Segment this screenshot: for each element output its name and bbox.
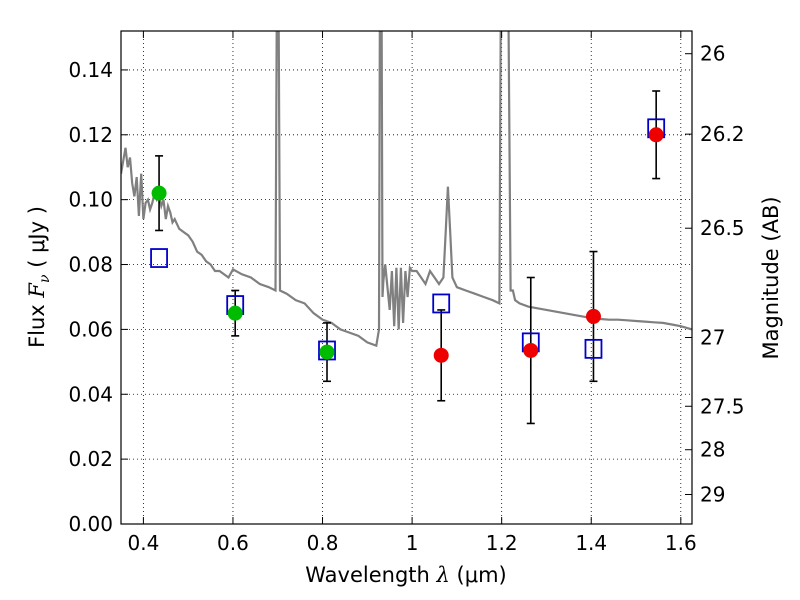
x-tick-label: 0.6: [217, 531, 249, 555]
nir-detections-point: [648, 127, 664, 143]
y-axis-label: Flux Fν ( μJy ): [25, 206, 53, 348]
x-tick-label: 1.4: [575, 531, 607, 555]
x-axis-ticks: 0.4 0.6 0.8 1 1.2 1.4 1.6: [127, 31, 697, 555]
magnitude-tick-label: 27.5: [700, 394, 745, 418]
magnitude-tick-label: 29: [700, 482, 725, 506]
y-tick-label: 0.14: [68, 58, 113, 82]
magnitude-tick-label: 26.5: [700, 216, 745, 240]
model-spectrum-line: [121, 31, 692, 348]
y-tick-label: 0.04: [68, 382, 113, 406]
x-tick-label: 0.8: [307, 531, 339, 555]
x-tick-label: 1.6: [665, 531, 697, 555]
y-tick-label: 0.12: [68, 123, 113, 147]
detection-points: [151, 127, 664, 363]
y-tick-label: 0.08: [68, 253, 113, 277]
magnitude-tick-label: 28: [700, 438, 725, 462]
y-axis-ticks: 0.00 0.02 0.04 0.06 0.08 0.10 0.12 0.14: [68, 58, 128, 536]
magnitude-axis-label: Magnitude (AB): [759, 196, 783, 359]
y-tick-label: 0.00: [68, 512, 113, 536]
model-photometry-square: [584, 338, 603, 359]
optical-detections-point: [319, 344, 335, 360]
nir-detections-point: [433, 347, 449, 363]
nir-detections-point: [523, 342, 539, 358]
x-tick-label: 1: [406, 531, 419, 555]
magnitude-axis-ticks: 26 26.2 26.5 27 27.5 28 29: [685, 42, 745, 506]
plot-frame: [120, 30, 693, 525]
x-axis-lambda: λ: [436, 563, 450, 587]
y-tick-label: 0.02: [68, 447, 113, 471]
model-photometry-square: [432, 293, 451, 314]
y-tick-label: 0.06: [68, 317, 113, 341]
model-photometry-square: [150, 248, 168, 268]
nir-detections-point: [585, 308, 601, 324]
optical-detections-point: [151, 185, 167, 201]
x-axis-label: Wavelength λ (μm): [305, 563, 506, 587]
model-photometry-squares: [150, 118, 666, 361]
y-tick-label: 0.10: [68, 188, 113, 212]
x-tick-label: 0.4: [127, 531, 159, 555]
optical-detections-point: [227, 305, 243, 321]
magnitude-tick-label: 26: [700, 42, 725, 66]
x-tick-label: 1.2: [486, 531, 518, 555]
magnitude-tick-label: 27: [700, 326, 725, 350]
magnitude-tick-label: 26.2: [700, 122, 745, 146]
error-bars: [155, 90, 661, 425]
